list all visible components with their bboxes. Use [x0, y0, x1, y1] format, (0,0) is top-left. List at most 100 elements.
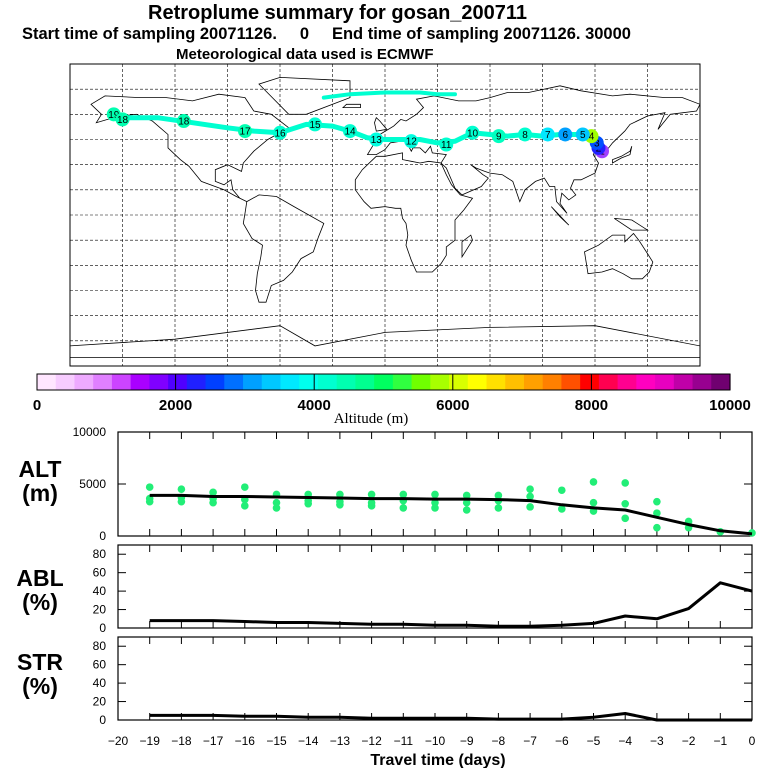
panel-alt: 0 5000 10000 ALT(m) — [18, 425, 756, 543]
plume-marker: 14 — [343, 124, 357, 139]
plume-marker-label: 11 — [441, 140, 452, 151]
plume-marker-label: 7 — [545, 130, 551, 141]
particle-altitude-point — [145, 483, 154, 491]
time-series-panels: 0500010000ALT(m)020406080ABL(%)020406080… — [16, 425, 756, 768]
x-tick-label: −16 — [235, 734, 256, 748]
chart-title: Retroplume summary for gosan_200711 — [148, 2, 528, 24]
particle-altitude-point — [304, 499, 313, 508]
coastline — [341, 103, 361, 108]
colorbar-swatch — [243, 374, 263, 390]
plume-marker-dot — [404, 134, 419, 149]
plume-marker-label: 16 — [274, 128, 286, 139]
particle-altitude-point — [431, 490, 439, 499]
met-data-line: Meteorological data used is ECMWF — [176, 46, 434, 63]
coastline — [584, 232, 654, 280]
x-tick-label: −1 — [713, 734, 727, 748]
plume-marker: 18 — [115, 112, 130, 127]
particle-altitude-point — [177, 497, 186, 506]
plume-marker: 16 — [273, 125, 287, 140]
mean-line — [149, 493, 753, 536]
colorbar-swatch — [374, 374, 394, 390]
world-map: 1234567891011121314151617181918 — [69, 63, 701, 367]
mean-line — [149, 712, 752, 722]
plume-marker-label: 5 — [580, 130, 586, 141]
plume-marker-label: 13 — [371, 135, 383, 146]
x-tick-label: −8 — [492, 734, 506, 748]
x-tick-label: −9 — [460, 734, 474, 748]
colorbar-swatch — [636, 374, 656, 390]
panel-label: STR — [17, 649, 63, 675]
colorbar-swatch — [168, 374, 188, 390]
colorbar-swatch — [449, 374, 469, 390]
plume-marker-dot — [558, 127, 573, 142]
panel-unit-label: (m) — [22, 480, 58, 506]
x-tick-label: −4 — [618, 734, 632, 748]
colorbar-tick-label: 0 — [33, 397, 41, 414]
x-tick-label: −3 — [650, 734, 664, 748]
colorbar-swatch — [111, 374, 132, 390]
altitude-colorbar: 0 2000 4000 6000 8000 10000 Altitude (m) — [33, 373, 751, 427]
colorbar-swatch — [186, 374, 207, 390]
plume-marker-label: 14 — [344, 127, 356, 138]
y-tick-label: 20 — [93, 603, 107, 617]
particle-altitude-point — [431, 498, 439, 507]
plume-marker-label: 3 — [594, 138, 600, 149]
y-tick-label: 80 — [93, 639, 107, 653]
plume-marker-dot — [575, 127, 590, 142]
colorbar-axis-label: Altitude (m) — [334, 411, 409, 427]
x-tick-label: −12 — [361, 734, 382, 748]
plume-marker: 13 — [369, 132, 384, 147]
x-tick-label: −19 — [140, 734, 161, 748]
y-tick-label: 10000 — [73, 425, 107, 439]
plume-marker: 15 — [308, 117, 322, 132]
panel-frame — [117, 431, 753, 537]
y-tick-label: 80 — [93, 547, 107, 561]
particle-altitude-point — [462, 491, 471, 500]
y-tick-label: 40 — [93, 584, 107, 598]
panel-unit-label: (%) — [22, 589, 58, 615]
colorbar-swatch — [205, 374, 225, 390]
colorbar-tick-label: 10000 — [709, 397, 751, 414]
y-tick-label: 60 — [93, 658, 107, 672]
chart-subtitle: Start time of sampling 20071126. 0 End t… — [22, 25, 631, 43]
particle-altitude-point — [558, 505, 566, 513]
coastline — [69, 325, 701, 359]
panel-frame — [117, 544, 753, 629]
x-tick-label: −7 — [523, 734, 537, 748]
colorbar-swatch — [317, 374, 338, 390]
particle-altitude-point — [272, 498, 281, 507]
x-tick-label: −2 — [682, 734, 696, 748]
panel-abl: 0 20 40 60 80 ABL(%) — [16, 544, 753, 635]
colorbar-swatch — [224, 374, 244, 390]
plume-marker-dot — [439, 137, 454, 152]
y-tick-label: 40 — [93, 676, 107, 690]
plume-marker-label: 9 — [496, 132, 502, 143]
plume-marker-dot — [518, 127, 532, 142]
colorbar-swatch — [411, 374, 431, 390]
colorbar-swatch — [561, 374, 581, 390]
particle-altitude-point — [272, 504, 281, 512]
plume-marker-dot — [491, 129, 506, 144]
plume-marker: 17 — [238, 124, 252, 139]
colorbar-swatch — [692, 374, 712, 390]
x-tick-label: −18 — [171, 734, 192, 748]
plume-marker: 8 — [518, 127, 532, 142]
x-tick-label: −20 — [108, 734, 129, 748]
plume-marker: 10 — [465, 125, 480, 140]
plume-marker-dot — [115, 112, 130, 127]
x-tick-label: −13 — [330, 734, 351, 748]
x-tick-label: −6 — [555, 734, 569, 748]
particle-altitude-point — [177, 485, 186, 494]
colorbar-swatch — [617, 374, 637, 390]
particle-altitude-point — [399, 490, 408, 499]
plume-marker-dot — [176, 114, 191, 129]
colorbar-swatch — [430, 374, 450, 390]
x-tick-label: −14 — [298, 734, 319, 748]
panel-label: ALT — [18, 456, 61, 482]
plume-trail — [120, 115, 605, 154]
colorbar-swatch — [505, 374, 525, 390]
particle-altitude-point — [653, 497, 661, 506]
particle-altitude-point — [589, 498, 598, 507]
plume-marker: 18 — [176, 114, 191, 129]
particle-altitude-point — [336, 501, 344, 509]
